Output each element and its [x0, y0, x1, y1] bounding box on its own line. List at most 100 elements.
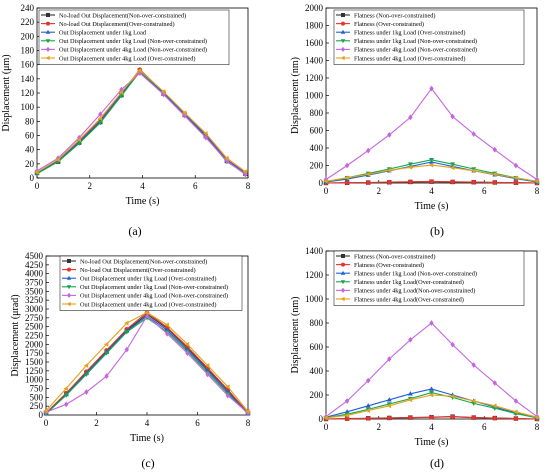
data-point — [344, 412, 349, 418]
x-tick-label: 8 — [535, 422, 540, 432]
y-tick-label: 4500 — [25, 251, 44, 261]
series-line — [325, 394, 538, 419]
y-tick-label: 0 — [319, 414, 324, 424]
x-tick-label: 4 — [429, 186, 434, 196]
data-point — [449, 393, 455, 399]
data-point — [104, 351, 110, 356]
legend-label: Flatness (Over-constrained) — [354, 21, 424, 28]
legend-swatch-marker — [340, 270, 346, 275]
legend-swatch-marker — [341, 46, 345, 52]
y-tick-label: 2000 — [305, 3, 324, 13]
y-tick-label: 240 — [21, 3, 35, 13]
y-tick-label: 160 — [21, 60, 35, 70]
legend-swatch-marker — [340, 296, 345, 302]
y-tick-label: 80 — [25, 116, 35, 126]
data-point — [387, 132, 392, 138]
legend: Flatness (Non-over-constrained) Flatness … — [333, 9, 525, 65]
data-point — [323, 415, 328, 421]
data-point — [449, 165, 455, 171]
y-tick-label: 0 — [39, 410, 44, 420]
y-axis-label: Displacement (nm) — [290, 297, 301, 374]
data-point — [450, 341, 455, 348]
data-point — [365, 408, 370, 414]
data-point — [224, 155, 229, 161]
series-line — [36, 72, 246, 175]
legend-swatch-marker — [340, 55, 345, 61]
legend-label: Flatness under 4kg Load (Non-over-constr… — [354, 47, 477, 54]
series-3 — [43, 313, 251, 416]
series-6 — [34, 67, 248, 175]
data-point — [124, 330, 130, 335]
legend-label: Out Displacement under 4kg Load (Over-co… — [59, 55, 195, 62]
series-line — [36, 68, 246, 174]
data-point — [408, 179, 413, 184]
y-tick-label: 120 — [21, 88, 35, 98]
data-point — [471, 362, 476, 368]
data-point — [76, 141, 82, 146]
legend: No-load Out Displacement(Non-over-constr… — [59, 255, 243, 311]
data-point — [124, 320, 129, 326]
series-line — [325, 322, 538, 418]
y-axis-label: Displacement (nm) — [290, 57, 301, 134]
data-point — [471, 168, 476, 174]
y-tick-label: 3250 — [25, 295, 44, 305]
panel-caption: (b) — [430, 224, 444, 238]
data-point — [492, 403, 497, 409]
series-line — [325, 164, 538, 182]
series-line — [36, 70, 246, 175]
legend-label: Out Displacement under 1kg Load (Non-ove… — [80, 284, 228, 291]
series-line — [45, 311, 249, 412]
legend-label: No-load Out Displacement(Non-over-constr… — [59, 12, 186, 19]
y-axis-label: Displacement (μrad) — [10, 294, 21, 376]
legend-label: Flatness under 1kg Load (Over-constraine… — [354, 30, 465, 37]
data-point — [534, 178, 539, 184]
legend-swatch-marker — [66, 301, 71, 307]
data-point — [513, 409, 518, 415]
data-point — [429, 320, 434, 326]
x-tick-label: 2 — [377, 422, 382, 432]
legend-box — [333, 250, 525, 306]
data-point — [118, 94, 124, 99]
panel-c: 0250500750100012501500175020002250250027… — [10, 251, 251, 470]
data-point — [97, 116, 103, 121]
y-tick-label: 20 — [25, 159, 35, 169]
data-point — [97, 120, 103, 126]
y-tick-label: 200 — [21, 31, 35, 41]
data-point — [323, 178, 328, 184]
data-point — [513, 398, 519, 404]
legend-label: Flatness under 1kg Load (Non-over-constr… — [354, 271, 477, 278]
y-tick-label: 400 — [310, 143, 324, 153]
series-2 — [323, 179, 540, 186]
y-tick-label: 2000 — [25, 339, 44, 349]
y-tick-label: 600 — [310, 342, 324, 352]
y-tick-label: 600 — [310, 126, 324, 136]
y-tick-label: 1200 — [305, 270, 324, 280]
data-point — [513, 416, 519, 421]
data-point — [366, 147, 371, 154]
data-point — [55, 157, 60, 163]
x-tick-label: 8 — [246, 181, 251, 191]
y-tick-label: 4000 — [25, 269, 44, 279]
legend-label: Out Displacement under 1kg Load — [59, 30, 147, 37]
data-point — [164, 322, 169, 328]
data-point — [344, 175, 349, 181]
legend-swatch-marker — [340, 39, 346, 44]
series-line — [36, 70, 246, 174]
data-point — [118, 89, 124, 95]
legend: No-load Out Displacement(Non-over-constr… — [38, 9, 230, 65]
data-point — [83, 363, 89, 368]
x-tick-label: 6 — [482, 186, 487, 196]
legend-swatch-marker — [340, 280, 346, 285]
legend-swatch-marker — [67, 292, 71, 298]
y-tick-label: 2250 — [25, 331, 44, 341]
x-tick-label: 8 — [535, 186, 540, 196]
legend-swatch-marker — [46, 46, 50, 52]
legend-swatch-marker — [66, 275, 72, 280]
data-point — [429, 386, 434, 391]
x-tick-label: 8 — [246, 418, 251, 428]
data-point — [408, 114, 413, 121]
series-5 — [43, 313, 251, 416]
data-point — [84, 389, 89, 395]
legend-swatch-marker — [341, 254, 345, 258]
data-point — [205, 371, 210, 378]
